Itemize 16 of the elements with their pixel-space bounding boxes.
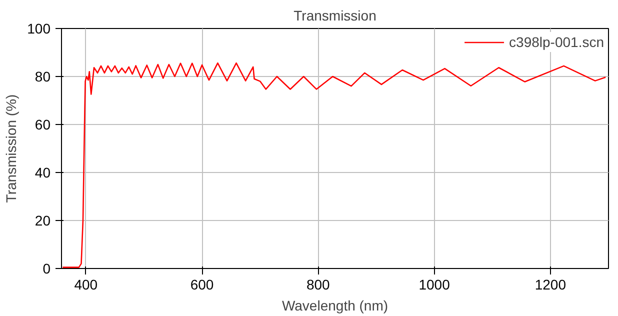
x-tick-label: 1200 <box>534 276 566 292</box>
x-tick-label: 1000 <box>418 276 450 292</box>
y-tick-label: 40 <box>34 164 51 180</box>
x-tick-label: 800 <box>306 276 330 292</box>
line-series <box>62 62 606 268</box>
y-axis-title: Transmission (%) <box>3 94 20 203</box>
x-tick-label: 400 <box>74 276 98 292</box>
y-tick-label: 80 <box>34 68 51 84</box>
y-tick-label: 20 <box>34 212 51 228</box>
y-tick-label: 100 <box>27 20 51 36</box>
chart-title: Transmission <box>294 8 376 24</box>
x-tick-label: 600 <box>190 276 214 292</box>
x-axis-title: Wavelength (nm) <box>282 298 388 314</box>
y-tick-label: 0 <box>42 260 51 276</box>
legend-label: c398lp-001.scn <box>509 34 604 50</box>
y-tick-label: 60 <box>34 116 51 132</box>
